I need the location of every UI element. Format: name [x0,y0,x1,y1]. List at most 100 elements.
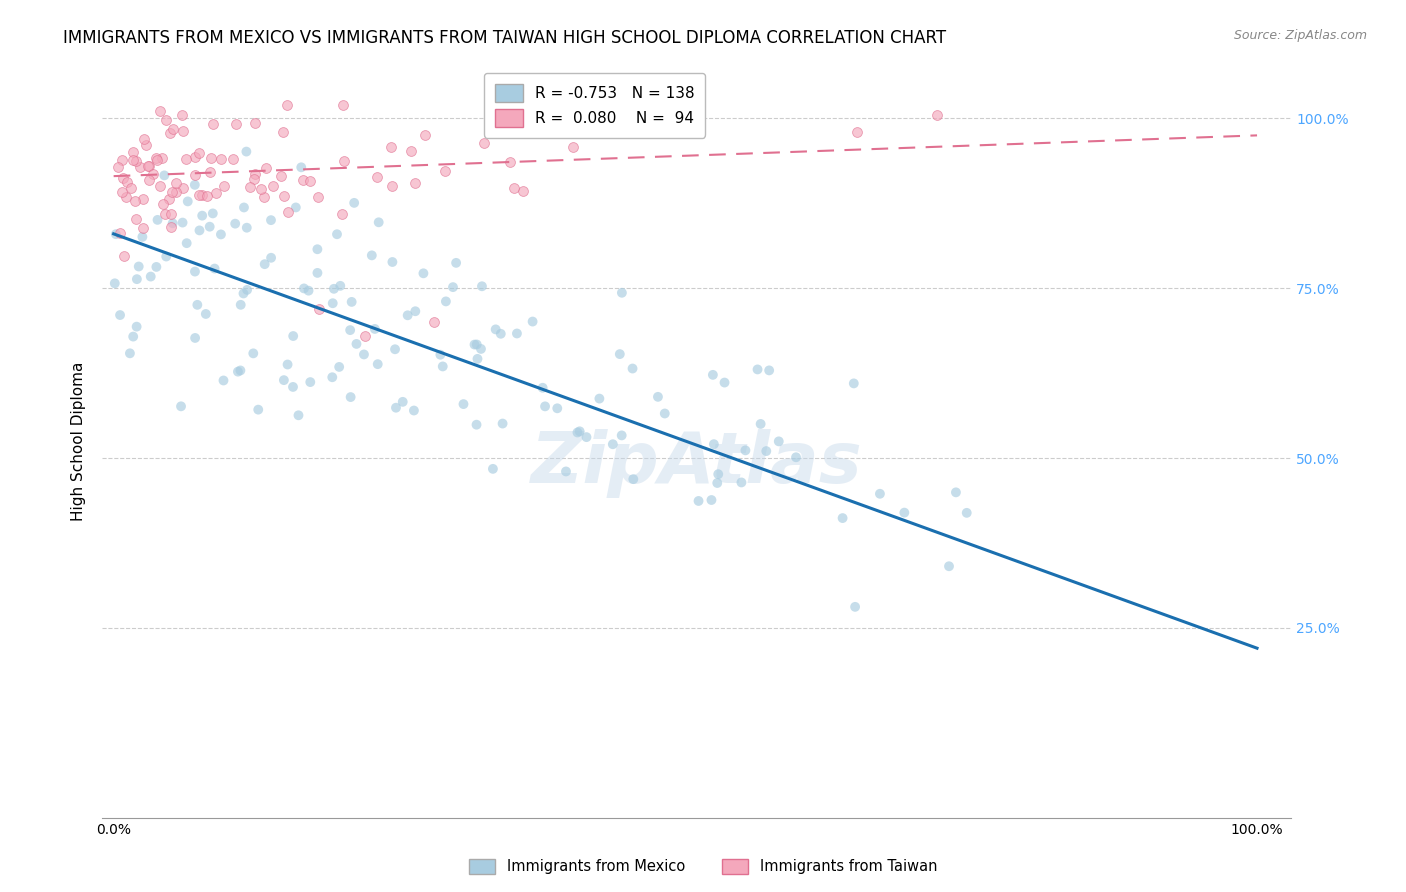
Point [506,326,529,341]
Point [381,178,404,193]
Point [602,437,624,451]
Point [188,146,211,161]
Point [925,108,948,122]
Point [205,186,228,201]
Point [253,257,276,271]
Point [186,298,208,312]
Point [938,559,960,574]
Point [945,485,967,500]
Point [404,176,426,190]
Point [322,296,344,310]
Point [153,169,176,183]
Point [184,264,207,278]
Point [299,174,322,188]
Point [209,227,232,242]
Point [132,132,155,146]
Point [260,251,283,265]
Point [434,164,457,178]
Legend: R = -0.753   N = 138, R =  0.080    N =  94: R = -0.753 N = 138, R = 0.080 N = 94 [485,73,706,137]
Text: Source: ZipAtlas.com: Source: ZipAtlas.com [1233,29,1367,42]
Point [534,400,557,414]
Point [242,346,264,360]
Point [471,279,494,293]
Point [111,185,134,199]
Point [555,465,578,479]
Point [145,151,167,165]
Point [489,326,512,341]
Point [155,207,177,221]
Point [214,179,236,194]
Point [138,173,160,187]
Point [307,266,329,280]
Point [104,277,127,291]
Point [229,363,252,377]
Point [225,117,247,131]
Point [845,125,868,139]
Point [172,181,194,195]
Point [531,381,554,395]
Point [339,323,361,337]
Point [200,151,222,165]
Point [146,213,169,227]
Point [367,357,389,371]
Point [170,108,193,122]
Point [232,286,254,301]
Point [292,172,315,186]
Point [131,221,153,235]
Point [329,278,352,293]
Point [162,186,184,200]
Point [404,304,426,318]
Point [467,351,489,366]
Point [567,425,589,440]
Point [195,188,218,202]
Point [174,152,197,166]
Point [273,373,295,387]
Point [326,227,349,242]
Point [706,475,728,490]
Point [118,346,141,360]
Point [176,236,198,251]
Point [160,207,183,221]
Point [423,315,446,329]
Point [177,194,200,209]
Point [135,138,157,153]
Point [121,153,143,167]
Point [162,216,184,230]
Point [235,145,257,159]
Point [188,223,211,237]
Point [381,255,404,269]
Point [321,370,343,384]
Point [380,140,402,154]
Point [755,444,778,458]
Point [308,301,330,316]
Point [343,195,366,210]
Point [562,140,585,154]
Point [869,487,891,501]
Point [114,190,136,204]
Point [233,201,256,215]
Point [287,409,309,423]
Point [323,282,346,296]
Point [831,511,853,525]
Text: IMMIGRANTS FROM MEXICO VS IMMIGRANTS FROM TAIWAN HIGH SCHOOL DIPLOMA CORRELATION: IMMIGRANTS FROM MEXICO VS IMMIGRANTS FRO… [63,29,946,46]
Point [366,169,388,184]
Point [734,443,756,458]
Point [170,400,193,414]
Point [165,186,187,200]
Point [273,189,295,203]
Point [247,402,270,417]
Point [243,168,266,182]
Point [104,227,127,242]
Point [142,167,165,181]
Point [125,154,148,169]
Point [707,467,730,482]
Point [191,187,214,202]
Point [340,294,363,309]
Point [271,125,294,139]
Point [610,428,633,442]
Point [145,260,167,274]
Point [502,181,524,195]
Point [453,397,475,411]
Point [730,475,752,490]
Point [290,161,312,175]
